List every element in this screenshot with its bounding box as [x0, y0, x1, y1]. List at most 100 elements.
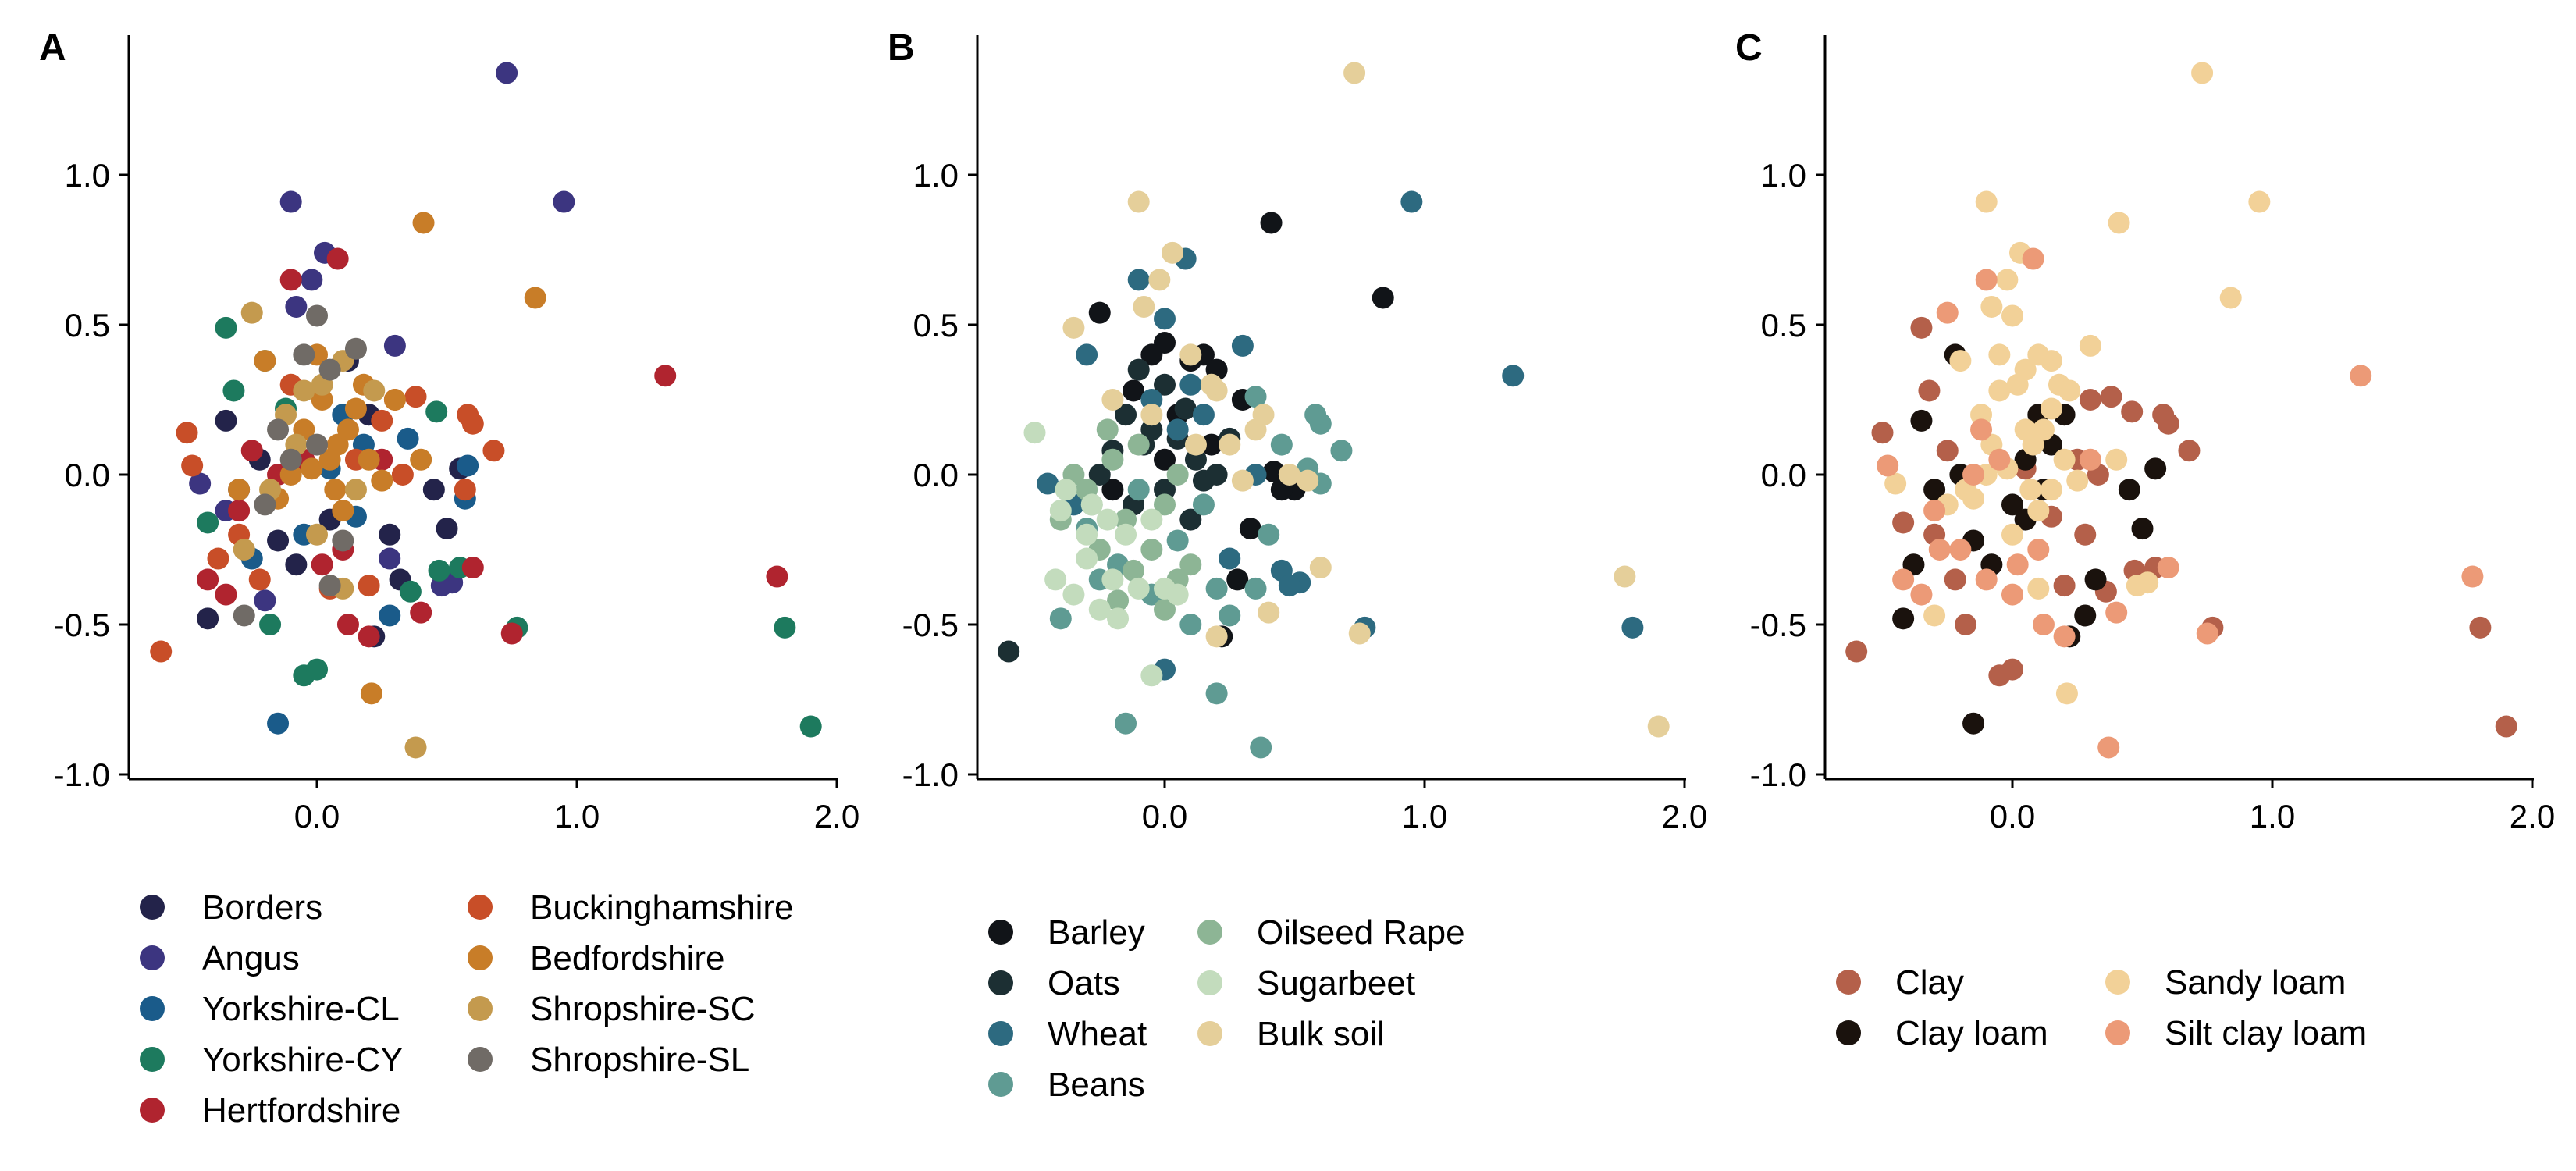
data-point [306, 523, 328, 546]
data-point [1127, 190, 1150, 213]
data-point [285, 295, 308, 318]
data-point [2121, 400, 2144, 423]
data-point [1988, 343, 2011, 366]
data-point [267, 418, 290, 441]
data-point [2074, 523, 2097, 546]
data-point [1101, 448, 1124, 471]
data-point [1845, 640, 1868, 663]
data-point [1918, 379, 1941, 402]
panel-c-axes: -1.0 -0.5 0.0 0.5 1.0 0.0 1.0 2.0 [1750, 35, 2555, 835]
legend-label: Shropshire-SL [530, 1041, 749, 1079]
data-point [1949, 350, 1972, 372]
data-point [1096, 418, 1119, 441]
data-point [2058, 379, 2081, 402]
data-point [1955, 614, 1977, 635]
data-point [766, 565, 788, 588]
legend-item: Angus [140, 939, 300, 977]
data-point [457, 454, 479, 477]
data-point [1970, 418, 1993, 441]
data-point [2105, 448, 2128, 471]
legend-item: Hertfordshire [140, 1091, 400, 1130]
data-point [1250, 736, 1272, 759]
legend-swatch [468, 895, 493, 920]
data-point [311, 389, 333, 411]
data-point [267, 529, 290, 552]
data-point [1115, 712, 1137, 735]
data-point [404, 736, 427, 759]
legend-label: Wheat [1048, 1015, 1147, 1053]
x-tick-label: 0.0 [294, 798, 340, 835]
data-point [1044, 568, 1067, 591]
panel-b-points [998, 62, 1670, 759]
data-point [215, 409, 237, 432]
data-point [1260, 212, 1283, 234]
data-point [1049, 500, 1072, 522]
data-point [1154, 373, 1176, 396]
legend-item: Sugarbeet [1197, 964, 1415, 1002]
data-point [2032, 614, 2055, 635]
data-point [1101, 568, 1124, 591]
legend-item: Sandy loam [2105, 963, 2346, 1002]
data-point [1270, 433, 1293, 456]
data-point [1219, 433, 1241, 456]
data-point [1115, 404, 1137, 426]
x-tick-label: 2.0 [2510, 798, 2555, 835]
legend-label: Clay [1895, 963, 1964, 1002]
legend-item: Buckinghamshire [468, 888, 794, 927]
data-point [524, 287, 546, 309]
legend-item: Bedfordshire [468, 939, 724, 977]
data-point [1330, 440, 1353, 462]
data-point [2027, 539, 2050, 561]
panel-label-c: C [1735, 27, 1763, 69]
data-point [2019, 479, 2042, 501]
data-point [1107, 607, 1130, 630]
data-point [254, 493, 276, 516]
data-point [336, 418, 359, 441]
y-tick-label: -0.5 [54, 607, 110, 643]
data-point [454, 479, 476, 501]
legend-label: Sugarbeet [1257, 964, 1415, 1002]
data-point [326, 247, 349, 270]
data-point [1049, 607, 1072, 630]
data-point [2022, 247, 2044, 270]
data-point [318, 358, 341, 381]
data-point [2006, 373, 2029, 396]
data-point [1174, 397, 1197, 420]
data-point [1076, 523, 1098, 546]
data-point [197, 511, 219, 534]
data-point [482, 440, 505, 462]
data-point [1980, 295, 2003, 318]
data-point [1231, 469, 1254, 492]
data-point [2001, 493, 2023, 516]
data-point [410, 601, 432, 624]
data-point [799, 715, 822, 738]
data-point [1062, 583, 1085, 606]
data-point [1076, 343, 1098, 366]
legend-item: Silt clay loam [2105, 1014, 2367, 1052]
legend-swatch [468, 1047, 493, 1072]
x-tick-label: 0.0 [1990, 798, 2035, 835]
data-point [2248, 190, 2271, 213]
legend-item: Borders [140, 888, 322, 927]
data-point [293, 343, 315, 366]
legend-label: Bedfordshire [530, 939, 724, 977]
data-point [461, 557, 484, 579]
data-point [553, 190, 575, 213]
data-point [379, 604, 401, 627]
data-point [1278, 575, 1300, 597]
data-point [1140, 664, 1163, 687]
data-point [215, 583, 237, 606]
data-point [1127, 269, 1150, 291]
data-point [2100, 386, 2122, 408]
data-point [197, 568, 219, 591]
data-point [1179, 553, 1202, 576]
data-point [1923, 604, 1946, 627]
data-point [240, 301, 263, 324]
x-tick-label: 1.0 [554, 798, 600, 835]
data-point [383, 334, 406, 357]
data-point [2461, 565, 2484, 588]
data-point [2196, 622, 2218, 645]
data-point [2001, 304, 2023, 327]
data-point [1614, 565, 1636, 588]
data-point [1884, 472, 1907, 495]
